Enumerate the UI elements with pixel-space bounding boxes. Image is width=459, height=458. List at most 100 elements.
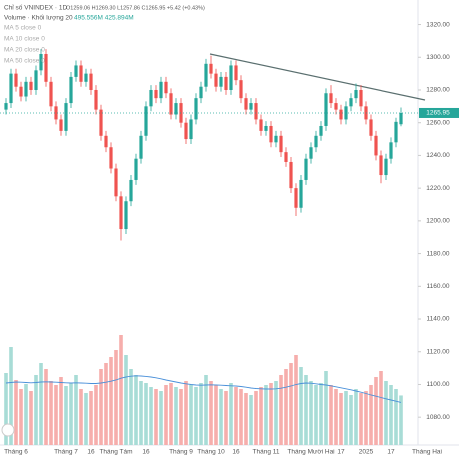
volume-bar — [304, 375, 308, 445]
candle-body — [64, 103, 68, 131]
candle-body — [329, 93, 333, 104]
volume-bar — [384, 381, 388, 445]
volume-values: 495.556M 425.894M — [74, 15, 134, 22]
volume-bar — [344, 391, 348, 445]
candle-body — [314, 135, 318, 148]
x-tick-label: Tháng Hai — [412, 449, 442, 456]
y-tick-label: 1180.00 — [426, 250, 449, 257]
candle-body — [54, 106, 58, 120]
volume-bar — [134, 375, 138, 445]
volume-bar — [319, 383, 323, 445]
volume-bar — [224, 391, 228, 445]
y-tick-label: 1160.00 — [426, 283, 449, 290]
volume-bar — [179, 389, 183, 445]
volume-ma-line — [5, 375, 402, 403]
volume-bar — [149, 387, 153, 445]
volume-bar — [234, 387, 238, 445]
volume-bar — [129, 369, 133, 445]
candle-body — [259, 119, 263, 131]
volume-bar — [314, 385, 318, 445]
candle-body — [69, 76, 73, 104]
volume-bar — [114, 350, 118, 445]
volume-bar — [194, 387, 198, 445]
candle-body — [224, 76, 228, 90]
candle-body — [294, 188, 298, 208]
y-tick-label: 1280.00 — [426, 87, 450, 94]
volume-bar — [9, 347, 13, 445]
x-tick-label: 17 — [387, 449, 395, 456]
volume-bar — [39, 363, 43, 445]
volume-bar — [394, 389, 398, 445]
volume-bar — [264, 385, 268, 445]
volume-bar — [154, 389, 158, 445]
candle-body — [254, 103, 258, 120]
x-tick-label: 16 — [142, 449, 150, 456]
marks — [4, 49, 403, 445]
volume-bar — [199, 383, 203, 445]
volume-bar — [24, 384, 28, 445]
ma-label: MA 20 close 0 — [4, 47, 45, 54]
candle-body — [334, 103, 338, 110]
x-tick-label: 16 — [87, 449, 95, 456]
ma-label: MA 50 close 0 — [4, 58, 45, 65]
x-tick-label: Tháng Mười Hai — [287, 449, 334, 456]
volume-bar — [279, 375, 283, 445]
volume-bar — [64, 386, 68, 445]
candle-body — [114, 168, 118, 197]
trend-line — [209, 53, 426, 101]
candle-body — [29, 81, 33, 90]
x-tick-label: Tháng 7 — [54, 449, 78, 456]
y-tick-label: 1320.00 — [426, 21, 450, 28]
volume-bar — [349, 395, 353, 445]
candle-body — [374, 135, 378, 156]
volume-bar — [369, 385, 373, 445]
x-tick-label: 17 — [337, 449, 345, 456]
volume-bar — [144, 383, 148, 445]
volume-bar — [189, 385, 193, 445]
volume-bar — [89, 391, 93, 445]
symbol-label: Chỉ số VNINDEX · 1D — [4, 3, 68, 12]
candle-body — [399, 112, 403, 125]
x-tick-label: Tháng 9 — [169, 449, 193, 456]
candle-body — [134, 158, 138, 180]
candle-body — [39, 53, 43, 71]
candle-body — [159, 81, 163, 99]
volume-bar — [109, 357, 113, 445]
volume-bar — [294, 355, 298, 445]
candle-body — [34, 70, 38, 90]
candle-body — [354, 89, 358, 99]
candle-body — [274, 135, 278, 143]
candle-body — [19, 86, 23, 97]
candle-body — [384, 158, 388, 176]
volume-bar — [329, 385, 333, 445]
x-tick-label: 16 — [232, 449, 240, 456]
volume-bar — [309, 381, 313, 445]
x-tick-label: 2025 — [359, 449, 374, 456]
candle-body — [389, 142, 393, 159]
candle-body — [279, 135, 283, 153]
volume-bar — [359, 393, 363, 445]
candle-body — [44, 53, 48, 82]
y-tick-label: 1120.00 — [426, 348, 449, 355]
price-badge — [419, 107, 459, 118]
candle-body — [369, 119, 373, 136]
volume-bar — [49, 381, 53, 445]
y-tick-label: 1200.00 — [426, 218, 450, 225]
volume-bar — [289, 363, 293, 445]
y-tick-label: 1080.00 — [426, 414, 450, 421]
volume-bar — [14, 380, 18, 445]
candle-body — [4, 103, 8, 110]
candle-body — [269, 125, 273, 143]
candle-body — [209, 63, 213, 74]
candle-body — [164, 81, 168, 94]
volume-bar — [284, 369, 288, 445]
volume-bar — [169, 383, 173, 445]
volume-bar — [94, 385, 98, 445]
volume-bar — [69, 383, 73, 445]
candle-body — [24, 81, 28, 97]
candle-body — [149, 89, 153, 107]
candle-body — [284, 152, 288, 162]
candle-body — [109, 147, 113, 169]
candle-body — [299, 179, 303, 208]
candle-body — [264, 125, 268, 131]
